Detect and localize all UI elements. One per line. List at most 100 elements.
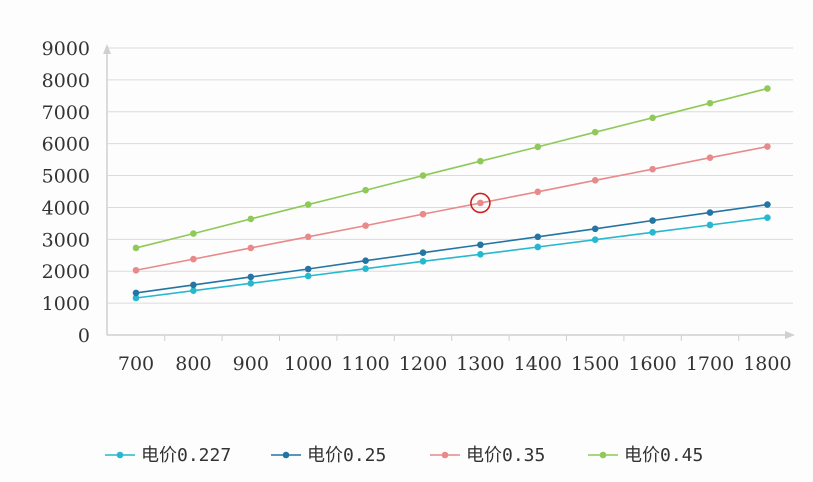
data-point xyxy=(706,209,714,216)
data-point xyxy=(132,266,140,274)
legend-label: 电价0.25 xyxy=(307,445,386,466)
x-tick-label: 800 xyxy=(175,353,211,375)
x-tick-label: 1800 xyxy=(743,353,791,375)
data-point xyxy=(649,217,656,224)
series-0 xyxy=(132,214,771,302)
series-lines xyxy=(132,85,771,302)
x-tick-label: 1700 xyxy=(686,353,734,375)
series-line xyxy=(135,87,768,249)
data-point xyxy=(649,114,656,122)
data-point xyxy=(649,165,656,173)
x-tick-label: 1300 xyxy=(456,353,504,375)
series-line xyxy=(135,216,768,299)
data-point xyxy=(764,214,771,221)
data-point xyxy=(706,221,714,229)
highlight-circle xyxy=(470,192,491,214)
x-axis-ticks: 700 800 900 1000 1100 1200 1300 1400 1500 1600 170… xyxy=(118,353,792,375)
y-axis-arrow-icon xyxy=(103,44,111,54)
x-tick-label: 1200 xyxy=(399,353,447,375)
data-point xyxy=(247,244,255,252)
data-point xyxy=(190,287,197,294)
legend-marker-icon xyxy=(441,451,449,459)
legend: 电价0.227 电价0.25 电价0.35 电价0.45 xyxy=(105,445,703,466)
data-point xyxy=(591,128,599,136)
x-tick-label: 1400 xyxy=(514,353,562,375)
legend-marker-icon xyxy=(282,451,290,459)
data-point xyxy=(534,233,542,241)
data-point xyxy=(534,243,542,251)
series-line xyxy=(135,203,768,294)
data-point xyxy=(419,249,427,257)
axes xyxy=(103,44,795,341)
data-point xyxy=(190,255,197,263)
data-point xyxy=(477,241,484,249)
data-point xyxy=(419,172,427,179)
data-point xyxy=(534,143,542,151)
y-tick-label: 7000 xyxy=(42,102,90,124)
data-point xyxy=(247,215,255,223)
series-1 xyxy=(132,201,771,297)
data-point xyxy=(304,233,312,241)
series-line xyxy=(135,145,768,272)
y-tick-label: 6000 xyxy=(42,134,90,156)
x-tick-label: 1100 xyxy=(341,353,389,375)
y-tick-label: 0 xyxy=(78,325,90,347)
legend-item: 电价0.227 xyxy=(105,445,231,466)
legend-marker-icon xyxy=(599,451,607,459)
data-point xyxy=(764,143,771,150)
y-tick-label: 5000 xyxy=(42,166,90,188)
series-3 xyxy=(132,85,771,252)
y-tick-label: 3000 xyxy=(42,229,90,251)
data-point xyxy=(190,281,197,289)
legend-item: 电价0.45 xyxy=(588,445,703,466)
y-tick-label: 4000 xyxy=(42,197,90,219)
data-point xyxy=(362,186,369,194)
x-tick-label: 1500 xyxy=(571,353,619,375)
data-point xyxy=(706,99,714,107)
data-point xyxy=(304,201,312,208)
data-point xyxy=(477,199,484,207)
data-point xyxy=(649,229,656,236)
data-point xyxy=(534,188,542,196)
data-point xyxy=(362,265,369,272)
data-point xyxy=(362,222,369,229)
grid-lines xyxy=(107,47,793,304)
legend-label: 电价0.227 xyxy=(141,445,231,466)
y-tick-label: 9000 xyxy=(42,38,90,60)
y-tick-label: 1000 xyxy=(42,293,90,315)
data-point xyxy=(362,257,369,264)
legend-marker-icon xyxy=(116,451,124,459)
y-axis-ticks: 0 1000 2000 3000 4000 5000 6000 7000 8000 9000 xyxy=(42,38,90,347)
data-point xyxy=(477,157,484,165)
legend-label: 电价0.45 xyxy=(624,445,703,466)
series-2 xyxy=(132,143,771,274)
data-point xyxy=(247,273,255,281)
data-point xyxy=(706,154,714,161)
x-tick-label: 700 xyxy=(118,353,154,375)
data-point xyxy=(764,85,771,92)
data-point xyxy=(190,230,197,237)
data-point xyxy=(591,236,599,243)
data-point xyxy=(132,244,140,252)
data-point xyxy=(419,210,427,218)
x-tick-label: 1600 xyxy=(628,353,676,375)
legend-item: 电价0.25 xyxy=(271,445,386,466)
y-tick-label: 8000 xyxy=(42,70,90,92)
data-point xyxy=(477,251,484,258)
y-tick-label: 2000 xyxy=(42,261,90,283)
x-tick-label: 1000 xyxy=(284,353,332,375)
data-point xyxy=(591,177,599,184)
data-point xyxy=(764,201,771,208)
x-axis-arrow-icon xyxy=(785,331,795,339)
data-point xyxy=(304,265,312,273)
data-point xyxy=(419,258,427,265)
data-point xyxy=(132,289,140,297)
legend-item: 电价0.35 xyxy=(430,445,545,466)
data-point xyxy=(304,272,312,280)
legend-label: 电价0.35 xyxy=(466,445,545,466)
data-point xyxy=(591,225,599,233)
annotations xyxy=(470,192,491,214)
data-point xyxy=(132,294,140,302)
